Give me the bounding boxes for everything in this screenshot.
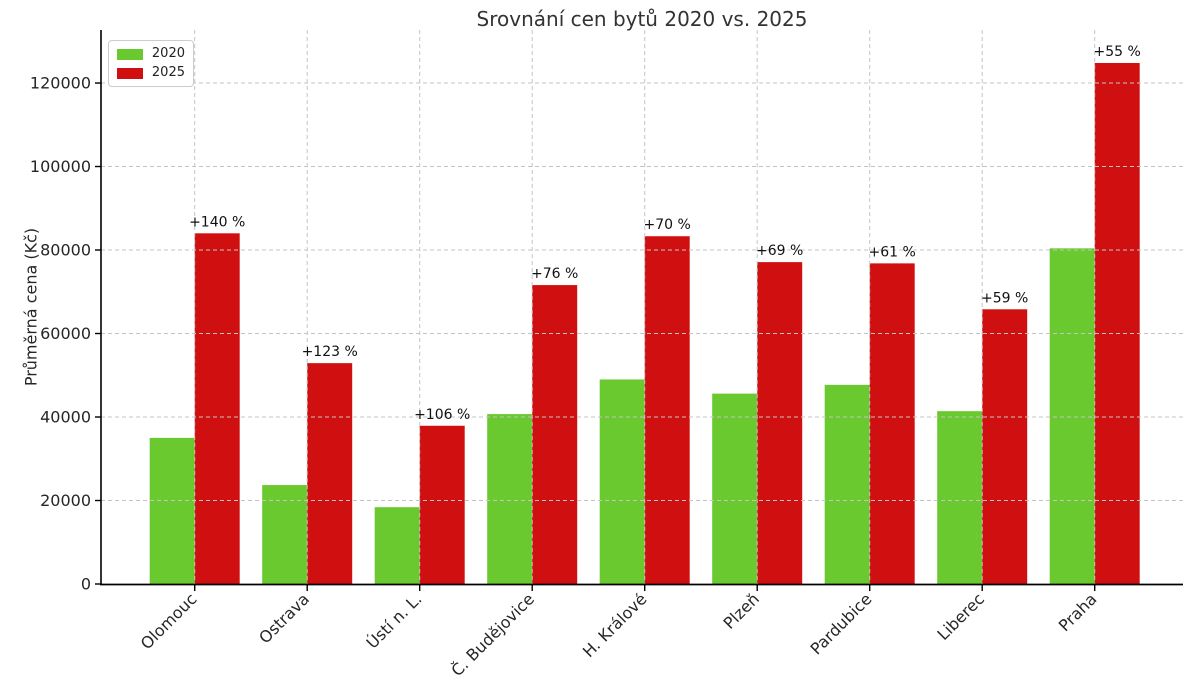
x-axis-category-label: Olomouc: [137, 589, 201, 653]
bar-2025-H. Králové: [644, 236, 690, 584]
percent-change-label: +123 %: [302, 344, 358, 360]
x-axis-category-label: Č. Budějovice: [447, 589, 538, 680]
bar-2020-Ústí n. L.: [374, 507, 420, 584]
legend-item-2020: 2020: [117, 47, 185, 61]
y-axis-tick-label: 0: [81, 575, 91, 594]
x-axis-category-label: H. Králové: [579, 589, 651, 661]
y-axis-tick-label: 80000: [40, 241, 91, 260]
percent-change-label: +61 %: [869, 244, 916, 260]
bar-2025-Ostrava: [307, 363, 353, 584]
y-axis-tick-label: 60000: [40, 324, 91, 343]
bar-2025-Pardubice: [869, 263, 915, 584]
bar-2020-Praha: [1049, 248, 1095, 584]
x-axis-category-label: Plzeň: [720, 589, 763, 632]
percent-change-label: +106 %: [414, 407, 470, 423]
x-axis-category-label: Ústí n. L.: [362, 589, 425, 652]
legend-swatch-2020: [117, 48, 143, 60]
x-axis-category-label: Pardubice: [807, 589, 876, 658]
y-axis-label: Průměrná cena (Kč): [21, 227, 41, 387]
legend-swatch-2025: [117, 67, 143, 79]
legend-label-2025: 2025: [151, 65, 185, 80]
bar-2020-Plzeň: [712, 393, 758, 584]
bar-2025-Olomouc: [194, 233, 240, 584]
bar-2025-Liberec: [982, 309, 1028, 584]
bar-2025-Plzeň: [757, 262, 803, 584]
bar-2020-Pardubice: [824, 384, 870, 584]
percent-change-label: +69 %: [756, 243, 803, 259]
legend: 2020 2025: [108, 40, 194, 87]
percent-change-label: +70 %: [644, 217, 691, 233]
bar-2025-Č. Budějovice: [532, 285, 578, 584]
x-axis-category-label: Ostrava: [255, 589, 313, 647]
y-axis-tick-label: 120000: [30, 74, 91, 93]
percent-change-label: +140 %: [189, 214, 245, 230]
percent-change-label: +76 %: [531, 266, 578, 282]
bar-2020-Č. Budějovice: [487, 414, 533, 584]
percent-change-label: +59 %: [981, 290, 1028, 306]
legend-label-2020: 2020: [151, 46, 185, 61]
chart-title: Srovnání cen bytů 2020 vs. 2025: [476, 7, 808, 31]
x-axis-category-label: Praha: [1055, 589, 1101, 635]
y-axis-tick-label: 40000: [40, 408, 91, 427]
bar-2025-Praha: [1094, 62, 1140, 585]
bar-2020-Ostrava: [262, 485, 308, 584]
bar-2020-H. Králové: [599, 379, 645, 584]
x-axis-category-label: Liberec: [933, 589, 988, 644]
bar-2025-Ústí n. L.: [419, 425, 465, 584]
bar-2020-Olomouc: [149, 437, 195, 584]
legend-item-2025: 2025: [117, 66, 185, 80]
y-axis-tick-label: 20000: [40, 491, 91, 510]
bar-2020-Liberec: [937, 411, 983, 584]
percent-change-label: +55 %: [1094, 44, 1141, 60]
y-axis-tick-label: 100000: [30, 157, 91, 176]
